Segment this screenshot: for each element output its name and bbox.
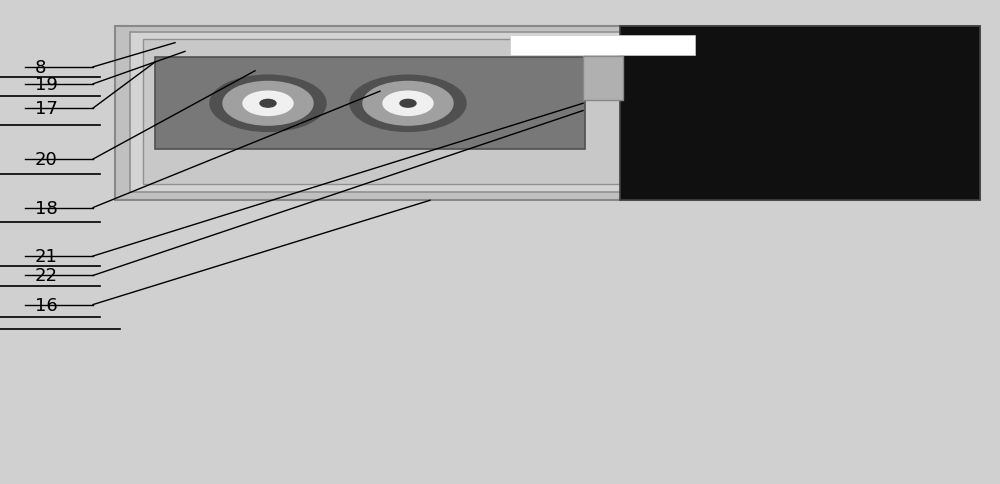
Text: 16: 16: [35, 296, 58, 314]
Circle shape: [383, 92, 433, 116]
Text: 19: 19: [35, 76, 58, 94]
Bar: [130, 33, 640, 193]
Text: 8: 8: [35, 59, 46, 77]
Circle shape: [210, 76, 326, 132]
Circle shape: [223, 82, 313, 126]
Bar: [510, 36, 695, 56]
Circle shape: [350, 76, 466, 132]
Bar: [620, 27, 980, 201]
Bar: [583, 57, 623, 101]
Circle shape: [400, 100, 416, 108]
Text: 18: 18: [35, 199, 58, 217]
Bar: [115, 27, 980, 201]
Text: 21: 21: [35, 247, 58, 266]
Circle shape: [243, 92, 293, 116]
Text: 17: 17: [35, 100, 58, 118]
Circle shape: [260, 100, 276, 108]
Text: 20: 20: [35, 151, 58, 169]
Bar: [155, 58, 585, 150]
Circle shape: [363, 82, 453, 126]
Text: 22: 22: [35, 267, 58, 285]
Bar: [143, 40, 628, 185]
